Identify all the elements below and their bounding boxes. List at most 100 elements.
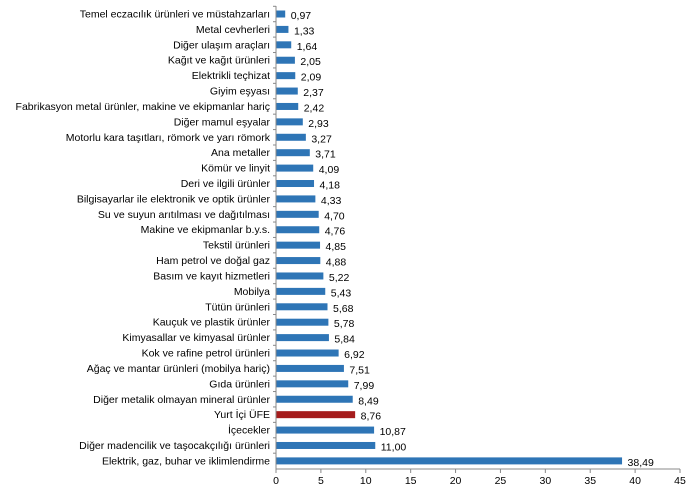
bar	[276, 364, 344, 372]
bar	[276, 102, 299, 110]
data-label: 7,99	[354, 380, 375, 392]
category-label: Bilgisayarlar ile elektronik ve optik ür…	[77, 193, 271, 205]
bar	[276, 272, 324, 280]
category-label: Deri ve ilgili ürünler	[181, 178, 271, 190]
category-label: Metal cevherleri	[196, 24, 270, 36]
x-tick-label: 0	[273, 475, 279, 487]
data-label: 6,92	[344, 349, 365, 361]
data-label: 2,42	[304, 102, 325, 114]
x-tick-label: 40	[629, 475, 641, 487]
bar	[276, 457, 623, 465]
bar	[276, 349, 339, 357]
data-label: 11,00	[381, 441, 407, 453]
category-label: Kömür ve linyit	[201, 163, 270, 175]
bar	[276, 87, 298, 95]
bar	[276, 41, 292, 49]
bar	[276, 164, 314, 172]
data-label: 1,64	[297, 41, 318, 53]
data-label: 3,27	[311, 133, 332, 145]
category-label: Temel eczacılık ürünleri ve müstahzarlar…	[80, 9, 270, 21]
bar	[276, 226, 320, 234]
bar	[276, 118, 303, 126]
data-label: 7,51	[349, 364, 370, 376]
bar	[276, 426, 375, 434]
bar	[276, 303, 328, 311]
category-label: Elektrik, gaz, buhar ve iklimlendirme	[102, 455, 270, 467]
bar	[276, 10, 286, 18]
category-label: Giyim eşyası	[210, 86, 270, 98]
bar	[276, 210, 319, 218]
data-label: 4,18	[320, 180, 341, 192]
bar	[276, 380, 349, 388]
data-label: 38,49	[628, 457, 654, 469]
bar	[276, 72, 296, 80]
data-label: 4,76	[325, 226, 346, 238]
bar	[276, 287, 326, 295]
bar	[276, 395, 353, 403]
data-label: 4,09	[319, 164, 340, 176]
data-label: 2,05	[300, 56, 321, 68]
data-label: 4,88	[326, 257, 347, 269]
x-tick-label: 10	[360, 475, 372, 487]
bar	[276, 334, 329, 342]
bar	[276, 411, 356, 419]
x-tick-label: 15	[405, 475, 417, 487]
category-label: Fabrikasyon metal ürünler, makine ve eki…	[16, 101, 270, 113]
category-label: Motorlu kara taşıtları, römork ve yarı r…	[66, 132, 271, 144]
category-label: İçecekler	[228, 424, 271, 437]
bar	[276, 441, 376, 449]
category-label: Yurt İçi ÜFE	[214, 408, 270, 421]
bar	[276, 257, 321, 265]
bar	[276, 195, 316, 203]
data-label: 5,84	[334, 334, 355, 346]
data-label: 4,70	[324, 210, 345, 222]
bar	[276, 56, 295, 64]
data-label: 3,71	[315, 149, 336, 161]
category-label: Ağaç ve mantar ürünleri (mobilya hariç)	[87, 363, 270, 375]
data-label: 2,93	[308, 118, 329, 130]
x-tick-label: 35	[584, 475, 596, 487]
category-label: Diğer mamul eşyalar	[174, 116, 271, 128]
bar	[276, 318, 329, 326]
x-tick-label: 30	[539, 475, 551, 487]
data-label: 4,85	[326, 241, 347, 253]
bar	[276, 241, 321, 249]
x-tick-label: 5	[318, 475, 324, 487]
data-label: 5,78	[334, 318, 355, 330]
category-label: Kağıt ve kağıt ürünleri	[168, 55, 270, 67]
data-label: 4,33	[321, 195, 342, 207]
category-label: Mobilya	[234, 286, 270, 298]
data-label: 5,43	[331, 287, 352, 299]
bar	[276, 180, 315, 188]
data-label: 10,87	[380, 426, 406, 438]
bar	[276, 149, 310, 157]
category-label: Kauçuk ve plastik ürünler	[153, 317, 271, 329]
category-label: Su ve suyun arıtılması ve dağıtılması	[98, 209, 270, 221]
category-label: Diğer ulaşım araçları	[173, 39, 270, 51]
data-label: 2,09	[301, 72, 322, 84]
data-label: 0,97	[291, 10, 312, 22]
x-tick-label: 25	[495, 475, 507, 487]
category-label: Gıda ürünleri	[209, 378, 270, 390]
data-label: 5,68	[333, 303, 354, 315]
category-label: Basım ve kayıt hizmetleri	[153, 270, 270, 282]
data-label: 2,37	[303, 87, 324, 99]
data-label: 8,76	[361, 411, 382, 423]
category-label: Diğer metalik olmayan mineral ürünler	[93, 394, 270, 406]
category-label: Tekstil ürünleri	[203, 240, 270, 252]
category-label: Tütün ürünleri	[205, 301, 270, 313]
category-label: Ana metaller	[211, 147, 270, 159]
bar	[276, 133, 306, 141]
data-label: 8,49	[358, 395, 379, 407]
category-label: Elektrikli teçhizat	[192, 70, 270, 82]
x-tick-label: 45	[674, 475, 686, 487]
category-label: Makine ve ekipmanlar b.y.s.	[141, 224, 270, 236]
x-tick-label: 20	[450, 475, 462, 487]
data-label: 1,33	[294, 25, 315, 37]
data-label: 5,22	[329, 272, 350, 284]
category-label: Diğer madencilik ve taşocakçılığı ürünle…	[79, 440, 270, 452]
category-label: Ham petrol ve doğal gaz	[156, 255, 270, 267]
category-label: Kok ve rafine petrol ürünleri	[142, 348, 270, 360]
category-label: Kimyasallar ve kimyasal ürünler	[122, 332, 270, 344]
